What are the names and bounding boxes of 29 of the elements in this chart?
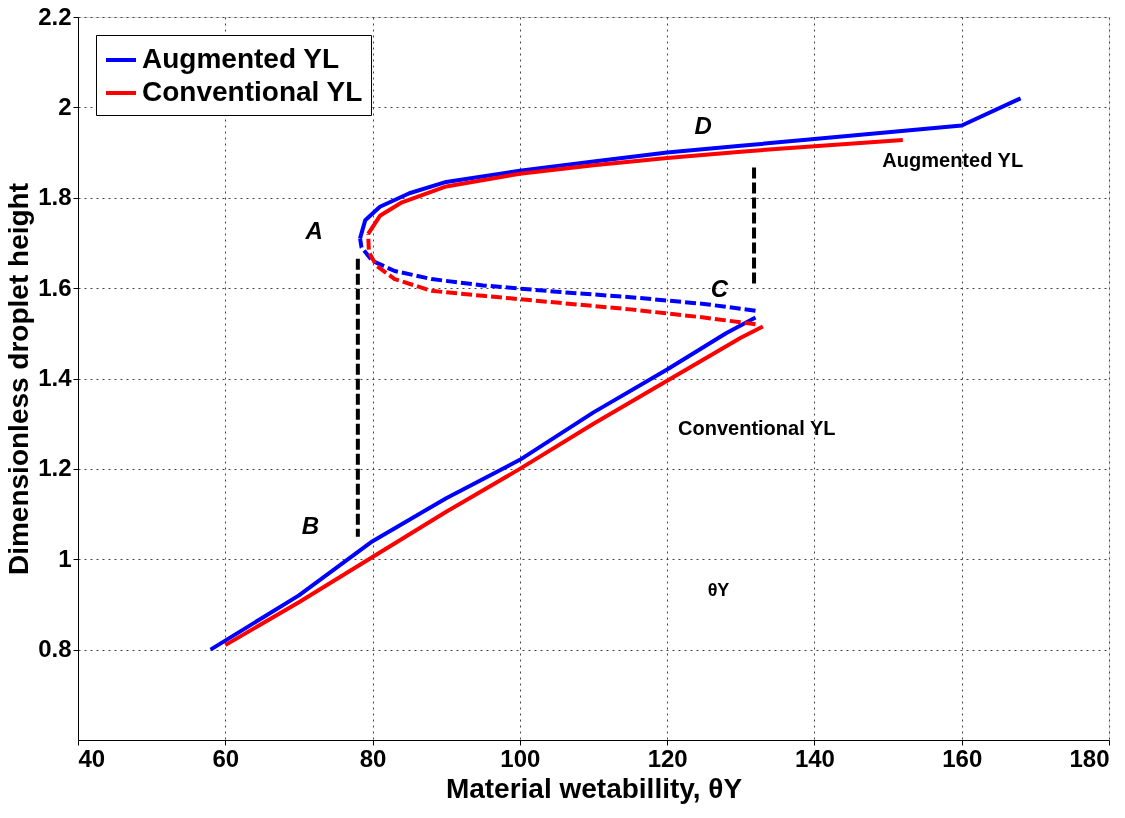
x-tick-label: 160 <box>942 744 983 772</box>
x-tick-label: 40 <box>78 744 106 772</box>
y-tick-label: 1.8 <box>38 183 72 211</box>
y-tick-label: 1 <box>58 544 72 572</box>
x-tick-label: 60 <box>212 744 240 772</box>
annotation: θY <box>707 579 730 600</box>
y-tick-label: 0.8 <box>38 635 72 663</box>
line-series <box>358 236 758 313</box>
y-tick-label: 1.2 <box>38 454 72 482</box>
x-axis-title: Material wetabillity, θY <box>445 772 743 804</box>
x-tick-label: 80 <box>359 744 387 772</box>
annotation: Conventional YL <box>678 416 836 439</box>
x-tick-label: 180 <box>1069 744 1110 772</box>
legend-label: Augmented YL <box>142 43 340 74</box>
y-tick-label: 1.6 <box>38 273 72 301</box>
x-tick-label: 100 <box>500 744 541 772</box>
annotation: D <box>694 111 712 139</box>
y-tick-label: 1.4 <box>38 364 73 391</box>
annotation: A <box>304 217 323 245</box>
x-tick-label: 120 <box>647 744 688 772</box>
line-series <box>366 231 758 327</box>
y-axis-title: Dimensionless droplet height <box>3 182 35 576</box>
annotation: C <box>710 274 729 302</box>
y-tick-label: 2.2 <box>38 2 72 30</box>
annotation: Augmented YL <box>882 149 1024 172</box>
x-tick-label: 140 <box>794 744 835 772</box>
legend-label: Conventional YL <box>142 76 363 107</box>
annotation: B <box>301 512 319 540</box>
y-tick-label: 2 <box>58 92 72 120</box>
